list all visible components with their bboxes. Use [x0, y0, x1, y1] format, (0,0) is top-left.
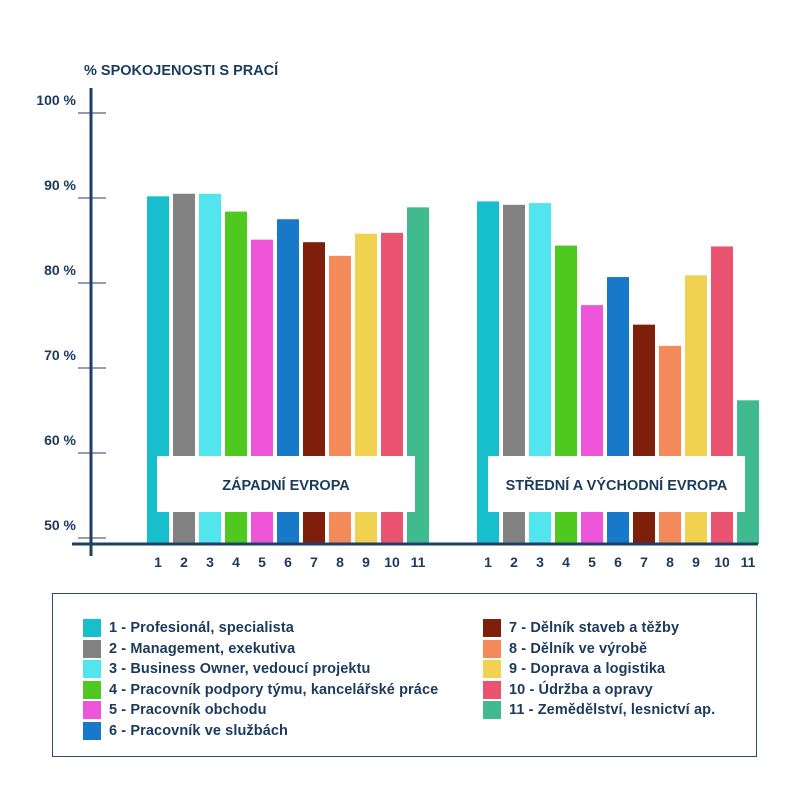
y-tick-label: 90 %: [44, 177, 76, 193]
legend-label: 2 - Management, exekutiva: [109, 640, 296, 657]
legend-label: 8 - Dělník ve výrobě: [509, 640, 648, 657]
x-tick-label: 7: [640, 554, 648, 570]
legend-label: 3 - Business Owner, vedoucí projektu: [109, 661, 371, 678]
x-tick-label: 6: [284, 554, 292, 570]
x-tick-label: 7: [310, 554, 318, 570]
legend-item: 4 - Pracovník podpory týmu, kancelářské …: [83, 680, 438, 701]
legend-column-left: 1 - Profesionál, specialista 2 - Manageme…: [83, 618, 438, 741]
legend-label: 1 - Profesionál, specialista: [109, 620, 294, 637]
y-tick-label: 80 %: [44, 262, 76, 278]
legend-label: 7 - Dělník staveb a těžby: [509, 620, 680, 637]
legend-item: 9 - Doprava a logistika: [483, 659, 715, 680]
x-tick-label: 4: [562, 554, 570, 570]
legend-swatch: [483, 680, 501, 699]
group-label: STŘEDNÍ A VÝCHODNÍ EVROPA: [506, 476, 728, 494]
x-tick-label: 8: [666, 554, 674, 570]
legend-label: 6 - Pracovník ve službách: [109, 722, 288, 739]
legend-label: 9 - Doprava a logistika: [509, 661, 666, 678]
x-tick-label: 4: [232, 554, 240, 570]
group-label-box: [157, 456, 415, 512]
y-tick-label: 70 %: [44, 347, 76, 363]
x-tick-label: 3: [206, 554, 214, 570]
x-tick-label: 1: [484, 554, 492, 570]
legend: 1 - Profesionál, specialista 2 - Manageme…: [52, 593, 757, 757]
legend-item: 10 - Údržba a opravy: [483, 680, 715, 701]
legend-item: 6 - Pracovník ve službách: [83, 721, 438, 742]
legend-label: 11 - Zemědělství, lesnictví ap.: [509, 702, 716, 719]
legend-item: 3 - Business Owner, vedoucí projektu: [83, 659, 438, 680]
x-tick-label: 10: [384, 554, 400, 570]
legend-item: 2 - Management, exekutiva: [83, 639, 438, 660]
x-tick-label: 8: [336, 554, 344, 570]
legend-swatch: [83, 660, 101, 679]
bar-chart: % SPOKOJENOSTI S PRACÍ 50 % 60 % 70 % 80 % 90…: [36, 62, 759, 570]
legend-swatch: [83, 639, 101, 658]
legend-swatch: [483, 701, 501, 720]
y-tick-label: 60 %: [44, 432, 76, 448]
legend-item: 1 - Profesionál, specialista: [83, 618, 438, 639]
group-label: ZÁPADNÍ EVROPA: [222, 477, 350, 494]
x-tick-label: 5: [588, 554, 596, 570]
legend-label: 5 - Pracovník obchodu: [109, 702, 267, 719]
legend-column-right: 7 - Dělník staveb a těžby 8 - Dělník ve v…: [483, 618, 715, 721]
legend-label: 10 - Údržba a opravy: [509, 681, 653, 698]
x-tick-label: 9: [362, 554, 370, 570]
legend-swatch: [483, 660, 501, 679]
legend-item: 11 - Zemědělství, lesnictví ap.: [483, 700, 715, 721]
y-axis-title: % SPOKOJENOSTI S PRACÍ: [84, 62, 279, 79]
legend-swatch: [83, 619, 101, 638]
legend-swatch: [83, 680, 101, 699]
legend-swatch: [483, 619, 501, 638]
legend-swatch: [83, 701, 101, 720]
x-tick-label: 6: [614, 554, 622, 570]
legend-label: 4 - Pracovník podpory týmu, kancelářské …: [109, 681, 439, 698]
x-tick-label: 11: [411, 554, 426, 570]
y-tick-label: 100 %: [36, 92, 76, 108]
x-tick-label: 11: [741, 554, 756, 570]
legend-swatch: [83, 721, 101, 740]
group-label-box: [488, 456, 745, 512]
legend-swatch: [483, 639, 501, 658]
x-tick-label: 2: [510, 554, 518, 570]
legend-item: 7 - Dělník staveb a těžby: [483, 618, 715, 639]
bar: [659, 345, 681, 544]
x-tick-label: 2: [180, 554, 188, 570]
x-tick-label: 1: [154, 554, 162, 570]
x-tick-label: 10: [714, 554, 730, 570]
x-tick-label: 5: [258, 554, 266, 570]
x-tick-label: 9: [692, 554, 700, 570]
x-tick-label: 3: [536, 554, 544, 570]
legend-item: 8 - Dělník ve výrobě: [483, 639, 715, 660]
legend-item: 5 - Pracovník obchodu: [83, 700, 438, 721]
y-tick-label: 50 %: [44, 517, 76, 533]
